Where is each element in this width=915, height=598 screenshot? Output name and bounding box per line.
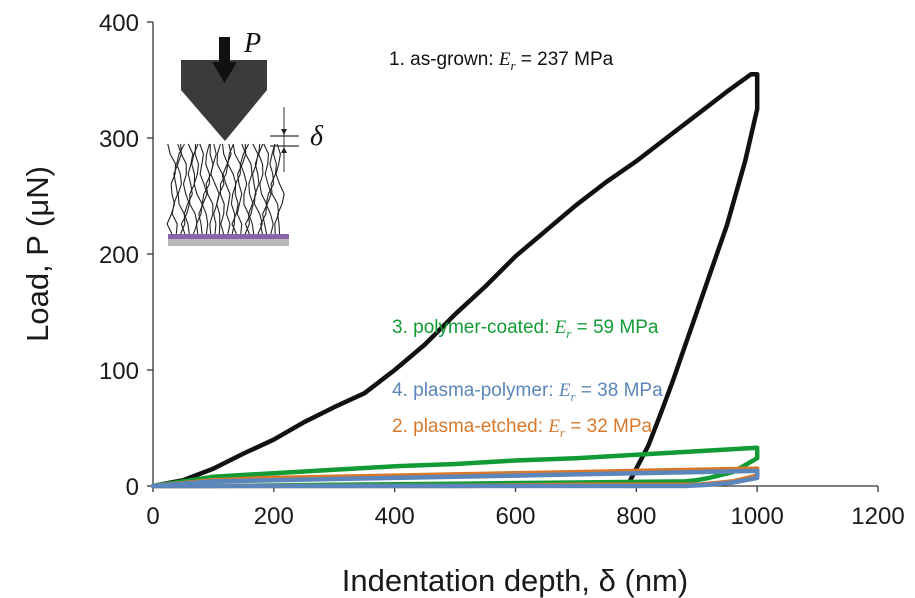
fiber — [222, 143, 232, 235]
fiber-forest — [166, 143, 285, 235]
y-tick-label: 300 — [99, 126, 139, 153]
curves — [150, 71, 760, 489]
y-axis-title: Load, P (μN) — [20, 166, 55, 342]
substrate-top — [168, 234, 289, 239]
substrate — [168, 239, 289, 246]
fiber — [270, 143, 280, 235]
x-tick-label: 200 — [254, 503, 294, 530]
fiber — [193, 143, 203, 235]
indenter-schematic: P δ — [166, 28, 324, 246]
y-ticks: 0 100 200 300 400 — [99, 10, 153, 501]
x-ticks: 0 200 400 600 800 1000 1200 — [146, 486, 905, 530]
load-arrow-shaft — [219, 37, 230, 63]
y-tick-label: 100 — [99, 358, 139, 385]
load-arrow-head — [212, 62, 237, 83]
series-line — [150, 468, 760, 489]
x-tick-label: 1200 — [851, 503, 904, 530]
x-tick-label: 600 — [495, 503, 535, 530]
label-as-grown: 1. as-grown: Er = 237 MPa — [389, 49, 614, 73]
x-tick-label: 800 — [616, 503, 656, 530]
fiber — [236, 143, 247, 235]
series-line — [150, 445, 760, 489]
fiber — [231, 143, 241, 235]
x-tick-label: 400 — [375, 503, 415, 530]
fiber — [166, 143, 177, 235]
fiber — [258, 143, 268, 235]
fiber — [216, 143, 225, 235]
depth-arrow-down — [281, 129, 287, 135]
x-tick-label: 1000 — [730, 503, 783, 530]
fiber — [205, 143, 214, 235]
depth-symbol: δ — [310, 121, 324, 152]
depth-arrow-up — [281, 147, 287, 153]
y-tick-label: 0 — [126, 474, 139, 501]
fiber — [198, 143, 208, 235]
fiber — [265, 143, 276, 235]
fiber — [275, 143, 285, 235]
fiber — [189, 143, 199, 235]
fiber — [262, 143, 272, 235]
fiber — [210, 143, 220, 235]
x-tick-label: 0 — [146, 503, 159, 530]
fiber — [253, 143, 264, 235]
fiber — [244, 143, 254, 235]
fiber — [219, 143, 229, 235]
indenter-tip — [181, 60, 267, 141]
label-plasma-etched: 2. plasma-etched: Er = 32 MPa — [392, 416, 653, 440]
fiber — [239, 143, 250, 235]
label-plasma-polymer: 4. plasma-polymer: Er = 38 MPa — [392, 380, 663, 404]
y-tick-label: 400 — [99, 10, 139, 37]
y-tick-label: 200 — [99, 242, 139, 269]
fiber — [180, 143, 190, 235]
series-line — [150, 71, 760, 489]
x-axis-title: Indentation depth, δ (nm) — [342, 563, 688, 598]
label-polymer-coated: 3. polymer-coated: Er = 59 MPa — [392, 317, 659, 341]
fiber — [171, 143, 182, 235]
load-symbol: P — [243, 28, 261, 59]
